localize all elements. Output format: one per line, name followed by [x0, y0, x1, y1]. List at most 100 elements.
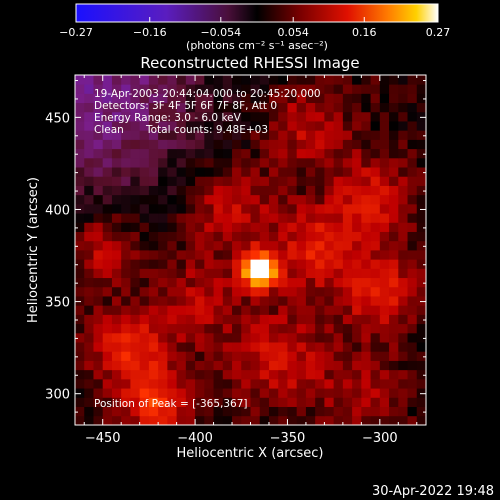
heatmap-cell	[278, 102, 288, 113]
heatmap-cell	[102, 240, 113, 251]
heatmap-cell	[278, 157, 288, 168]
heatmap-cell	[241, 102, 251, 113]
heatmap-cell	[324, 250, 335, 260]
heatmap-cell	[84, 259, 94, 269]
heatmap-cell	[139, 268, 150, 279]
heatmap-cell	[352, 111, 362, 122]
y-axis-label: Heliocentric Y (arcsec)	[26, 177, 41, 323]
heatmap-cell	[315, 268, 325, 279]
heatmap-cell	[167, 167, 178, 177]
heatmap-cell	[416, 84, 427, 94]
heatmap-cell	[407, 388, 418, 398]
heatmap-cell	[389, 222, 399, 232]
heatmap-cell	[213, 93, 224, 104]
heatmap-cell	[75, 194, 85, 205]
heatmap-cell	[121, 378, 131, 389]
heatmap-cell	[379, 148, 390, 159]
colorbar-tick-label: 0.27	[426, 26, 451, 39]
heatmap-cell	[259, 121, 270, 131]
heatmap-cell	[167, 203, 178, 214]
heatmap-cell	[176, 351, 187, 361]
heatmap-cell	[342, 268, 353, 279]
heatmap-cell	[370, 314, 381, 325]
heatmap-cell	[324, 176, 335, 186]
heatmap-cell	[370, 84, 381, 94]
heatmap-cell	[287, 185, 298, 196]
heatmap-cell	[379, 75, 390, 85]
heatmap-cell	[139, 93, 150, 104]
heatmap-cell	[167, 296, 178, 306]
heatmap-cell	[148, 360, 159, 371]
heatmap-cell	[379, 388, 390, 398]
heatmap-cell	[102, 314, 113, 325]
heatmap-cell	[315, 286, 325, 297]
heatmap-cell	[342, 167, 353, 177]
heatmap-cell	[148, 121, 159, 131]
heatmap-cell	[398, 185, 408, 196]
heatmap-cell	[75, 213, 85, 223]
heatmap-cell	[75, 102, 85, 113]
heatmap-cell	[333, 314, 344, 325]
heatmap-cell	[167, 406, 178, 417]
heatmap-cell	[398, 167, 408, 177]
heatmap-cell	[287, 259, 298, 269]
heatmap-cell	[185, 388, 196, 398]
heatmap-cell	[389, 342, 399, 352]
heatmap-cell	[389, 157, 399, 168]
heatmap-cell	[241, 185, 251, 196]
heatmap-cell	[416, 93, 427, 104]
heatmap-cell	[379, 296, 390, 306]
heatmap-cell	[176, 176, 187, 186]
heatmap-cell	[333, 369, 344, 380]
heatmap-cell	[278, 268, 288, 279]
heatmap-cell	[111, 121, 122, 131]
heatmap-cell	[148, 342, 159, 352]
heatmap-cell	[148, 222, 159, 232]
heatmap-cell	[407, 121, 418, 131]
heatmap-cell	[361, 102, 371, 113]
heatmap-cell	[361, 194, 371, 205]
heatmap-cell	[370, 102, 381, 113]
heatmap-cell	[416, 397, 427, 407]
heatmap-cell	[389, 277, 399, 288]
heatmap-cell	[148, 111, 159, 122]
heatmap-cell	[259, 148, 270, 159]
heatmap-cell	[305, 231, 316, 242]
heatmap-cell	[241, 176, 251, 186]
heatmap-cell	[213, 314, 224, 325]
heatmap-cell	[75, 250, 85, 260]
heatmap-cell	[232, 397, 242, 407]
heatmap-cell	[93, 259, 104, 269]
heatmap-cell	[167, 84, 178, 94]
heatmap-cell	[342, 277, 353, 288]
heatmap-cell	[167, 111, 178, 122]
heatmap-cell	[324, 231, 335, 242]
heatmap-cell	[305, 93, 316, 104]
heatmap-cell	[287, 75, 298, 85]
heatmap-cell	[370, 93, 381, 104]
heatmap-cell	[379, 185, 390, 196]
heatmap-cell	[195, 203, 205, 214]
heatmap-cell	[176, 268, 187, 279]
heatmap-cell	[389, 268, 399, 279]
heatmap-cell	[195, 231, 205, 242]
heatmap-cell	[342, 351, 353, 361]
heatmap-cell	[167, 332, 178, 343]
heatmap-cell	[287, 213, 298, 223]
heatmap-cell	[389, 240, 399, 251]
heatmap-cell	[195, 388, 205, 398]
heatmap-cell	[268, 121, 279, 131]
heatmap-cell	[342, 121, 353, 131]
heatmap-cell	[75, 277, 85, 288]
heatmap-cell	[361, 93, 371, 104]
heatmap-cell	[75, 148, 85, 159]
heatmap-cell	[84, 360, 94, 371]
heatmap-cell	[148, 75, 159, 85]
heatmap-cell	[287, 351, 298, 361]
heatmap-cell	[121, 176, 131, 186]
heatmap-cell	[342, 360, 353, 371]
heatmap-cell	[333, 240, 344, 251]
heatmap-cell	[407, 240, 418, 251]
heatmap-cell	[84, 415, 94, 426]
heatmap-cell	[148, 268, 159, 279]
